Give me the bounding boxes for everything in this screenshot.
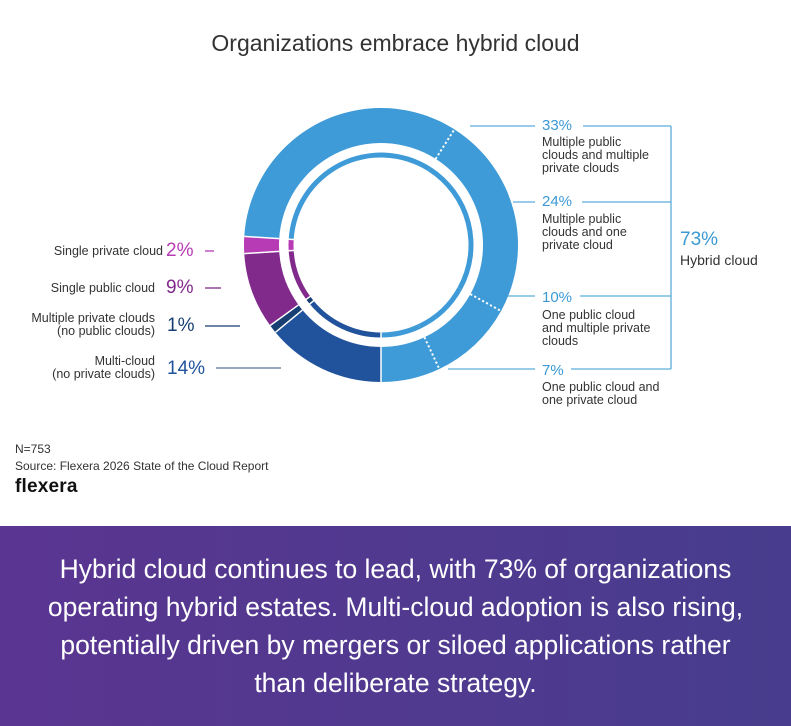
- segment-separator: [244, 235, 280, 240]
- donut-segment-hybrid-24: [435, 129, 518, 312]
- donut-segment-hybrid-33: [244, 108, 455, 239]
- inner-ring-segment-hybrid-24: [427, 166, 474, 290]
- pct-hybrid-10: 10%: [542, 289, 573, 306]
- dotted-separator: [434, 128, 456, 160]
- summary-text: Hybrid cloud continues to lead, with 73%…: [47, 554, 744, 698]
- donut-segment-hybrid-7: [381, 337, 440, 382]
- inner-ring-separator: [287, 249, 296, 252]
- sample-size: N=753: [15, 442, 51, 456]
- inner-ring-separator: [304, 294, 312, 301]
- inner-ring-segment-single-public: [288, 250, 311, 300]
- inner-ring-segment-hybrid-10: [418, 287, 463, 329]
- donut-chart: [205, 108, 672, 382]
- pct-multiple-private: 1%: [167, 315, 195, 336]
- segment-separator: [274, 309, 303, 333]
- segment-separator: [269, 304, 299, 327]
- label-hybrid-10: One public cloud and multiple private clou…: [542, 308, 651, 348]
- pct-hybrid-total: 73%: [680, 229, 719, 250]
- segment-separator: [244, 250, 280, 255]
- donut-segment-multi-cloud: [275, 310, 381, 382]
- donut-segment-multiple-private: [270, 304, 303, 333]
- label-multi-cloud: Multi-cloud (no private clouds): [52, 354, 155, 381]
- flexera-logo: flexera: [15, 476, 78, 497]
- label-hybrid-total: Hybrid cloud: [680, 252, 758, 268]
- chart-title: Organizations embrace hybrid cloud: [211, 30, 580, 56]
- inner-ring-segment-hybrid-7: [381, 324, 421, 338]
- label-hybrid-24: Multiple public clouds and one private clo…: [542, 212, 627, 252]
- inner-ring-segment-multi-cloud: [309, 300, 381, 338]
- inner-ring-segment-single-private: [288, 239, 294, 251]
- chart-card: Organizations embrace hybrid cloud Singl…: [15, 30, 758, 497]
- pct-multi-cloud: 14%: [167, 358, 206, 379]
- label-multiple-private: Multiple private clouds (no public clouds…: [31, 311, 155, 338]
- pct-single-private: 2%: [166, 240, 194, 261]
- dotted-separator: [423, 336, 441, 370]
- label-hybrid-7: One public cloud and one private cloud: [542, 380, 660, 407]
- pct-hybrid-7: 7%: [542, 362, 564, 379]
- label-single-private: Single private cloud: [53, 244, 163, 258]
- summary-banner: Hybrid cloud continues to lead, with 73%…: [0, 526, 791, 726]
- label-hybrid-33: Multiple public clouds and multiple privat…: [542, 135, 650, 175]
- inner-ring-separator: [308, 299, 316, 306]
- pct-single-public: 9%: [166, 277, 194, 298]
- label-single-public: Single public cloud: [50, 281, 155, 295]
- inner-ring-segment-hybrid-33: [288, 152, 431, 240]
- pct-hybrid-24: 24%: [542, 193, 573, 210]
- inner-ring-separator: [287, 238, 296, 241]
- dotted-separator: [469, 293, 502, 312]
- pct-hybrid-33: 33%: [542, 117, 573, 134]
- source-note: Source: Flexera 2026 State of the Cloud …: [15, 459, 269, 473]
- donut-segment-single-public: [244, 251, 299, 326]
- donut-segment-hybrid-10: [424, 294, 502, 369]
- donut-segment-single-private: [244, 236, 280, 254]
